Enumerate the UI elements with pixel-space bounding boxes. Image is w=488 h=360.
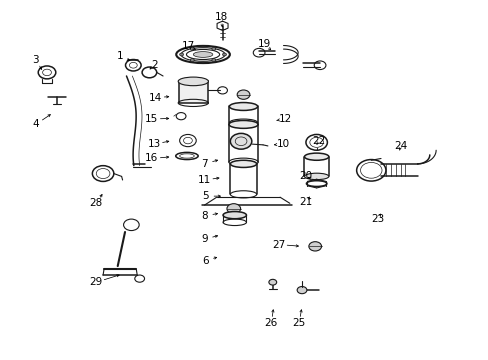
Text: 26: 26 bbox=[264, 319, 277, 328]
Ellipse shape bbox=[229, 103, 257, 111]
Circle shape bbox=[297, 287, 306, 294]
Text: 14: 14 bbox=[149, 93, 162, 103]
Ellipse shape bbox=[304, 153, 328, 160]
Text: 15: 15 bbox=[145, 114, 158, 124]
Text: 22: 22 bbox=[312, 136, 325, 145]
Text: 5: 5 bbox=[202, 191, 208, 201]
Text: 19: 19 bbox=[257, 39, 270, 49]
Circle shape bbox=[237, 90, 249, 99]
Ellipse shape bbox=[230, 160, 256, 167]
Text: 18: 18 bbox=[215, 12, 228, 22]
Bar bbox=[178, 81, 207, 103]
Ellipse shape bbox=[178, 77, 208, 86]
Ellipse shape bbox=[193, 51, 212, 57]
Ellipse shape bbox=[223, 212, 246, 219]
Circle shape bbox=[190, 48, 194, 50]
Text: 12: 12 bbox=[278, 114, 291, 124]
Circle shape bbox=[268, 279, 276, 285]
Circle shape bbox=[226, 204, 240, 214]
Text: 16: 16 bbox=[145, 153, 158, 163]
Text: 13: 13 bbox=[147, 139, 161, 149]
Text: 25: 25 bbox=[292, 319, 305, 328]
Text: 6: 6 bbox=[202, 256, 208, 266]
Text: 29: 29 bbox=[89, 277, 102, 287]
Text: 7: 7 bbox=[201, 159, 207, 169]
Ellipse shape bbox=[228, 121, 258, 129]
Text: 3: 3 bbox=[32, 55, 39, 65]
Text: 28: 28 bbox=[89, 198, 102, 208]
Circle shape bbox=[211, 59, 215, 62]
Text: 9: 9 bbox=[201, 234, 207, 244]
Text: 21: 21 bbox=[299, 197, 312, 207]
Text: 10: 10 bbox=[276, 139, 289, 149]
Circle shape bbox=[308, 242, 321, 251]
Circle shape bbox=[211, 48, 215, 50]
Text: 1: 1 bbox=[117, 51, 123, 61]
Text: 24: 24 bbox=[393, 141, 407, 151]
Ellipse shape bbox=[304, 173, 328, 180]
Text: 11: 11 bbox=[198, 175, 211, 185]
Text: 23: 23 bbox=[370, 215, 384, 224]
Text: 4: 4 bbox=[32, 120, 39, 129]
Circle shape bbox=[190, 59, 194, 62]
Text: 20: 20 bbox=[299, 171, 312, 181]
Circle shape bbox=[179, 53, 183, 56]
Circle shape bbox=[222, 53, 226, 56]
Circle shape bbox=[230, 134, 251, 149]
Text: 27: 27 bbox=[271, 239, 285, 249]
Text: 17: 17 bbox=[182, 41, 195, 50]
Text: 8: 8 bbox=[201, 211, 207, 221]
Text: 2: 2 bbox=[151, 60, 157, 70]
